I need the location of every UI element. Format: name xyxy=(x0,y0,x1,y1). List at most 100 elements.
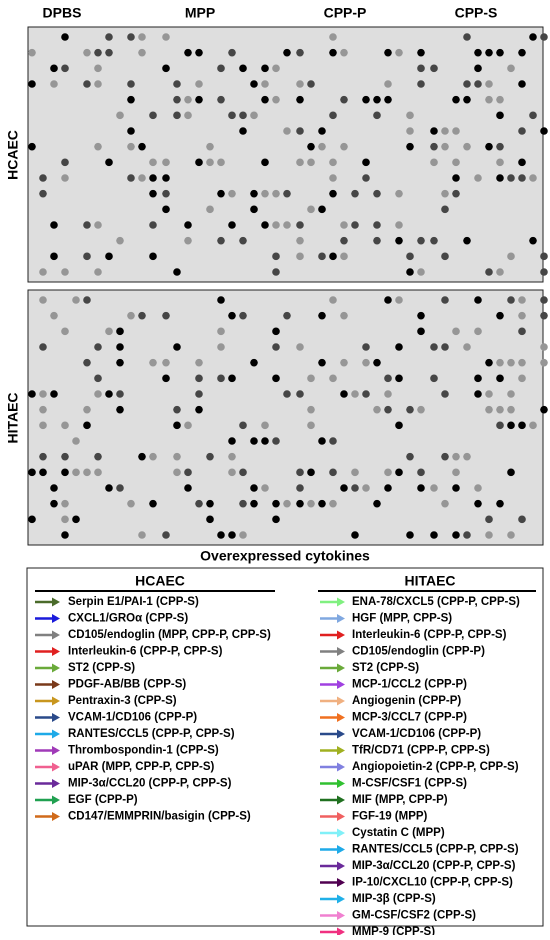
legend-arrowhead xyxy=(337,762,345,772)
blot-spot xyxy=(362,174,370,182)
blot-spot xyxy=(83,405,91,414)
legend-label: TfR/CD71 (CPP-P, CPP-S) xyxy=(352,745,490,757)
blot-spot xyxy=(173,343,181,351)
blot-spot xyxy=(127,33,135,41)
blot-panel xyxy=(27,26,544,283)
legend-label: MIP-3α/CCL20 (CPP-P, CPP-S) xyxy=(68,778,232,790)
blot-spot xyxy=(463,452,471,461)
blot-spot xyxy=(362,95,370,104)
blot-spot xyxy=(116,111,124,120)
blot-spot xyxy=(430,236,438,245)
blot-spot xyxy=(417,268,425,276)
blot-spot xyxy=(296,221,304,229)
blot-spot xyxy=(184,221,192,229)
blot-spot xyxy=(239,468,247,477)
legend-arrowhead xyxy=(52,663,60,673)
legend-arrowhead xyxy=(337,729,345,739)
blot-spot xyxy=(452,174,460,182)
blot-spot xyxy=(162,189,170,198)
blot-spot xyxy=(307,468,315,477)
legend-title: HCAEC xyxy=(135,573,185,589)
blot-spot xyxy=(307,499,315,508)
blot-spot xyxy=(94,142,102,151)
blot-spot xyxy=(406,252,414,261)
blot-spot xyxy=(28,80,36,88)
blot-spot xyxy=(340,358,348,367)
blot-spot xyxy=(463,236,471,245)
blot-spot xyxy=(384,468,392,477)
legend-label: MCP-3/CCL7 (CPP-P) xyxy=(352,712,467,724)
blot-spot xyxy=(406,111,414,120)
blot-spot xyxy=(507,174,515,182)
blot-spot xyxy=(430,127,438,135)
blot-spot xyxy=(540,296,548,304)
legend-arrowhead xyxy=(337,597,345,607)
blot-spot xyxy=(452,452,460,461)
blot-spot xyxy=(351,221,359,229)
blot-spot xyxy=(518,80,526,88)
blot-spot xyxy=(217,296,225,304)
blot-spot xyxy=(296,127,304,135)
blot-spot xyxy=(417,327,425,336)
blot-spot xyxy=(540,343,548,351)
blot-spot xyxy=(318,437,326,445)
blot-spot xyxy=(518,327,526,336)
blot-spot xyxy=(261,221,269,229)
blot-spot xyxy=(61,421,69,430)
blot-spot xyxy=(485,531,493,539)
blot-spot xyxy=(173,268,181,276)
blot-spot xyxy=(417,236,425,245)
blot-spot xyxy=(138,33,146,41)
blot-spot xyxy=(173,452,181,461)
blot-spot xyxy=(272,374,280,383)
blot-spot xyxy=(272,252,280,261)
blot-spot xyxy=(430,531,438,539)
blot-spot xyxy=(105,327,113,336)
blot-spot xyxy=(184,111,192,120)
blot-spot xyxy=(307,158,315,167)
blot-spot xyxy=(463,33,471,41)
blot-spot xyxy=(351,189,359,198)
blot-spot xyxy=(362,484,370,492)
blot-spot xyxy=(72,296,80,304)
blot-spot xyxy=(395,48,403,57)
blot-spot xyxy=(329,374,337,383)
blot-spot xyxy=(28,142,36,151)
blot-spot xyxy=(452,531,460,539)
legend-label: GM-CSF/CSF2 (CPP-S) xyxy=(352,910,476,922)
blot-spot xyxy=(395,236,403,245)
blot-spot xyxy=(529,174,537,182)
blot-spot xyxy=(162,174,170,182)
blot-spot xyxy=(261,64,269,73)
blot-spot xyxy=(228,374,236,383)
blot-spot xyxy=(173,421,181,430)
blot-spot xyxy=(217,64,225,73)
blot-spot xyxy=(395,468,403,477)
blot-spot xyxy=(50,221,58,229)
legend-arrowhead xyxy=(337,911,345,920)
blot-spot xyxy=(173,468,181,477)
blot-spot xyxy=(384,374,392,383)
legend-arrowhead xyxy=(337,614,345,623)
blot-spot xyxy=(362,158,370,167)
blot-spot xyxy=(272,499,280,508)
blot-spot xyxy=(94,343,102,351)
blot-spot xyxy=(162,311,170,320)
blot-spot xyxy=(430,158,438,167)
blot-spot xyxy=(406,142,414,151)
legend-arrowhead xyxy=(337,812,345,821)
blot-spot xyxy=(39,343,47,351)
blot-spot xyxy=(507,358,515,367)
blot-spot xyxy=(507,252,515,261)
blot-spot xyxy=(250,437,258,445)
blot-spot xyxy=(217,327,225,336)
legend-arrowhead xyxy=(337,696,345,706)
blot-spot xyxy=(127,127,135,135)
blot-spot xyxy=(518,515,526,524)
blot-spot xyxy=(529,111,537,120)
blot-spot xyxy=(173,80,181,88)
legend-arrowhead xyxy=(52,614,60,623)
blot-spot xyxy=(485,48,493,57)
blot-spot xyxy=(239,64,247,73)
blot-spot xyxy=(430,484,438,492)
